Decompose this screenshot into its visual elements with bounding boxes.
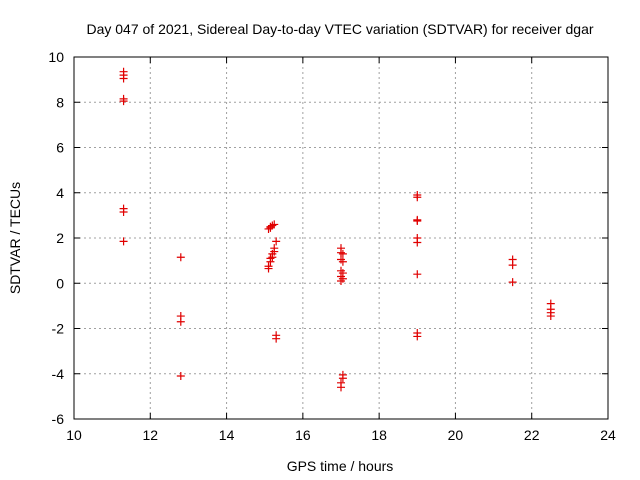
- x-tick-label: 18: [371, 427, 387, 443]
- data-point: [272, 237, 281, 246]
- y-tick-label: -6: [52, 411, 65, 427]
- data-point: [272, 334, 281, 343]
- data-point: [546, 312, 555, 321]
- y-tick-label: -2: [52, 321, 65, 337]
- data-point: [338, 257, 347, 266]
- y-tick-label: 6: [56, 140, 64, 156]
- x-tick-label: 24: [600, 427, 616, 443]
- y-tick-label: 4: [56, 185, 64, 201]
- x-tick-label: 20: [448, 427, 464, 443]
- y-tick-label: 8: [56, 94, 64, 110]
- y-tick-label: 2: [56, 230, 64, 246]
- data-point: [270, 244, 279, 253]
- data-point: [270, 220, 279, 229]
- data-point: [119, 74, 128, 83]
- data-point: [508, 261, 517, 270]
- x-tick-label: 10: [66, 427, 82, 443]
- data-point: [266, 254, 275, 263]
- data-point: [508, 278, 517, 287]
- axis-ticks: [73, 56, 609, 420]
- x-tick-label: 12: [142, 427, 158, 443]
- x-axis-label: GPS time / hours: [287, 458, 394, 474]
- data-point: [413, 332, 422, 341]
- y-tick-label: 0: [56, 275, 64, 291]
- data-point: [176, 253, 185, 262]
- x-tick-label: 22: [524, 427, 540, 443]
- y-tick-label: -4: [52, 366, 65, 382]
- data-point: [119, 97, 128, 106]
- data-points: [119, 67, 555, 392]
- data-point: [176, 372, 185, 381]
- data-point: [119, 237, 128, 246]
- data-point: [337, 276, 345, 285]
- data-point: [264, 262, 273, 271]
- data-point: [338, 249, 347, 258]
- data-point: [268, 221, 277, 230]
- y-axis-label: SDTVAR / TECUs: [7, 182, 23, 294]
- x-tick-label: 14: [219, 427, 235, 443]
- data-point: [337, 383, 345, 392]
- data-point: [119, 207, 128, 216]
- data-point: [413, 217, 422, 226]
- data-point: [176, 317, 185, 326]
- chart-title: Day 047 of 2021, Sidereal Day-to-day VTE…: [86, 21, 593, 37]
- x-tick-label: 16: [295, 427, 311, 443]
- data-point: [337, 248, 345, 257]
- y-tick-label: 10: [48, 49, 64, 65]
- data-point: [413, 238, 422, 247]
- data-point: [338, 374, 347, 383]
- data-point: [413, 270, 422, 279]
- data-point: [413, 193, 422, 202]
- grid-lines: [74, 57, 608, 419]
